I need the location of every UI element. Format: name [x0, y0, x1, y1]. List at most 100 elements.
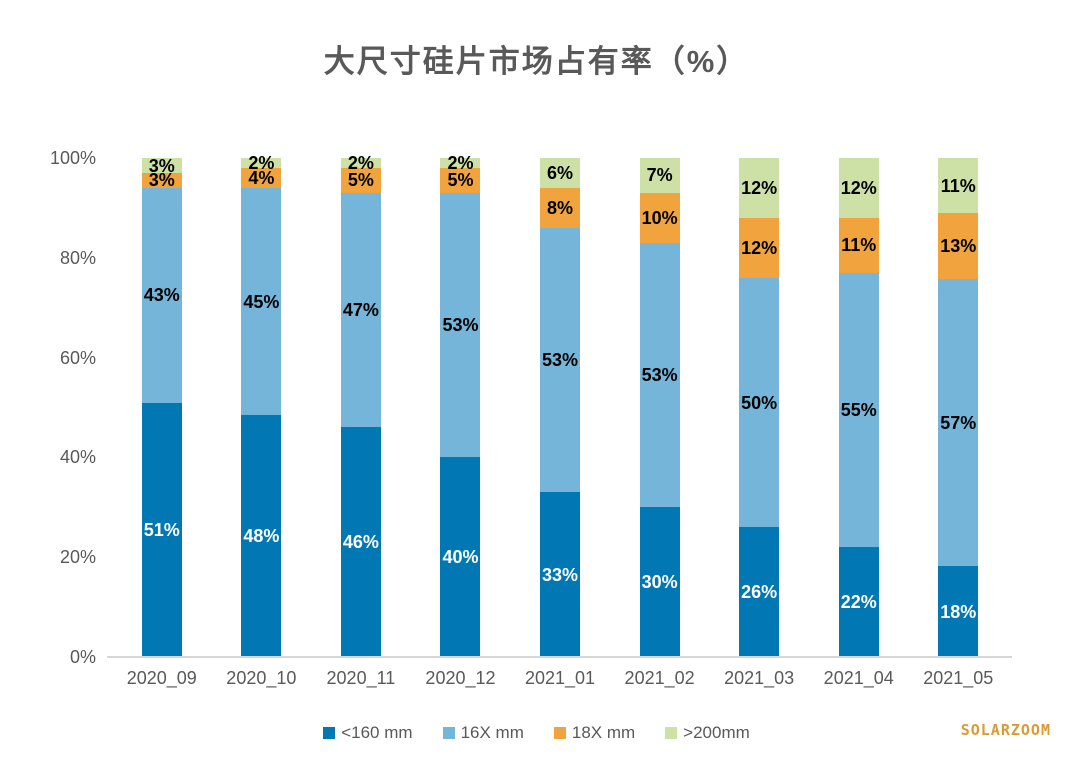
- segment-value-label: 47%: [342, 300, 379, 321]
- segment-value-label: 53%: [542, 350, 579, 371]
- legend: <160 mm 16X mm 18X mm >200mm: [0, 723, 1073, 743]
- segment-value-label: 26%: [741, 582, 778, 603]
- legend-label: >200mm: [683, 723, 750, 742]
- bar-column: 22% 55% 11% 12% 2021_04: [809, 158, 909, 688]
- segment-value-label: 11%: [841, 235, 877, 256]
- bar-segment[interactable]: 3%: [141, 170, 182, 191]
- stacked-bar-2021_01: 33% 53% 8% 6%: [540, 158, 581, 657]
- segment-value-label: 12%: [840, 177, 877, 198]
- x-axis-label: 2020_12: [425, 668, 496, 688]
- segment-value-label: 53%: [641, 365, 678, 386]
- bar-segment[interactable]: 53%: [540, 227, 581, 493]
- stacked-bar-2020_12: 40% 53% 5% 2%: [440, 154, 481, 657]
- bar-segment[interactable]: 5%: [440, 168, 481, 193]
- legend-item[interactable]: >200mm: [665, 723, 750, 743]
- bar-column: 30% 53% 10% 7% 2021_02: [610, 158, 710, 688]
- bar-segment[interactable]: 2%: [241, 154, 282, 172]
- segment-value-label: 18%: [940, 601, 977, 622]
- watermark-logo: SOLARZOOM: [960, 721, 1051, 739]
- bar-segment[interactable]: 30%: [639, 507, 680, 657]
- bar-segment[interactable]: 22%: [838, 547, 879, 657]
- legend-label: <160 mm: [341, 723, 413, 742]
- bar-segment[interactable]: 12%: [838, 158, 879, 218]
- bar-segment[interactable]: 50%: [739, 277, 780, 528]
- y-tick-label: 0%: [69, 647, 96, 667]
- y-axis: 0% 20% 40% 60% 80% 100%: [0, 149, 96, 666]
- bar-segment[interactable]: 43%: [141, 187, 182, 403]
- bar-segment[interactable]: 40%: [440, 457, 481, 657]
- bar-column: 46% 47% 5% 2% 2020_11: [311, 154, 411, 688]
- bar-segment[interactable]: 3%: [141, 155, 182, 176]
- bar-segment[interactable]: 7%: [639, 158, 680, 193]
- bar-segment[interactable]: 13%: [938, 213, 979, 279]
- stacked-bar-2021_04: 22% 55% 11% 12%: [838, 158, 879, 657]
- bar-segment[interactable]: 2%: [340, 154, 381, 172]
- segment-value-label: 2%: [347, 153, 374, 174]
- bar-column: 51% 43% 3% 3% 2020_09: [112, 155, 212, 689]
- x-axis-label: 2021_04: [823, 668, 894, 688]
- segment-value-label: 30%: [641, 572, 678, 593]
- bar-segment[interactable]: 12%: [739, 217, 780, 278]
- legend-item[interactable]: <160 mm: [323, 723, 413, 743]
- bar-segment[interactable]: 45%: [241, 188, 282, 416]
- legend-item[interactable]: 16X mm: [442, 723, 524, 743]
- x-axis-label: 2021_02: [624, 668, 695, 688]
- bar-segment[interactable]: 4%: [241, 168, 282, 189]
- bar-segment[interactable]: 57%: [938, 278, 979, 567]
- bar-segment[interactable]: 47%: [340, 192, 381, 428]
- segment-value-label: 3%: [148, 170, 175, 191]
- segment-value-label: 46%: [342, 532, 379, 553]
- bar-segment[interactable]: 33%: [540, 492, 581, 657]
- x-axis-label: 2021_01: [524, 668, 596, 688]
- segment-value-label: 8%: [547, 197, 574, 218]
- segment-value-label: 53%: [442, 315, 479, 336]
- y-tick-label: 40%: [59, 447, 96, 468]
- bar-segment[interactable]: 11%: [938, 158, 979, 214]
- segment-value-label: 33%: [542, 564, 579, 585]
- bar-segment[interactable]: 53%: [440, 192, 481, 458]
- legend-item[interactable]: 18X mm: [553, 723, 636, 743]
- segment-value-label: 11%: [940, 175, 976, 196]
- stacked-bar-2021_02: 30% 53% 10% 7%: [639, 158, 680, 657]
- stacked-bar-2020_10: 48% 45% 4% 2%: [241, 154, 282, 657]
- y-tick-label: 100%: [49, 148, 96, 168]
- stacked-bar-2021_05: 18% 57% 13% 11%: [938, 158, 979, 657]
- segment-value-label: 6%: [547, 163, 574, 183]
- x-axis-label: 2020_11: [326, 668, 396, 688]
- legend-label: 18X mm: [571, 723, 636, 742]
- bar-segment[interactable]: 55%: [838, 272, 879, 548]
- bar-column: 48% 45% 4% 2% 2020_10: [212, 154, 312, 688]
- y-tick-label: 20%: [59, 547, 96, 568]
- segment-value-label: 22%: [840, 592, 877, 613]
- bar-segment[interactable]: 11%: [838, 217, 879, 273]
- segment-value-label: 12%: [741, 177, 778, 198]
- legend-swatch-icon: [442, 727, 455, 739]
- bar-segment[interactable]: 26%: [739, 527, 780, 657]
- legend-swatch-icon: [553, 727, 566, 739]
- stacked-bar-2021_03: 26% 50% 12% 12%: [739, 158, 780, 657]
- segment-value-label: 55%: [840, 400, 877, 421]
- x-axis-label: 2020_10: [226, 668, 297, 688]
- bar-column: 40% 53% 5% 2% 2020_12: [411, 154, 511, 688]
- segment-value-label: 3%: [148, 155, 175, 176]
- bar-segment[interactable]: 18%: [938, 566, 979, 657]
- y-tick-label: 60%: [59, 347, 96, 368]
- bar-segment[interactable]: 5%: [340, 168, 381, 193]
- segment-value-label: 40%: [442, 547, 479, 568]
- segment-value-label: 51%: [143, 519, 180, 540]
- bar-segment[interactable]: 10%: [639, 192, 680, 243]
- bar-segment[interactable]: 2%: [440, 154, 481, 172]
- bar-segment[interactable]: 8%: [540, 187, 581, 228]
- bar-segment[interactable]: 46%: [340, 427, 381, 657]
- segment-value-label: 48%: [243, 526, 280, 547]
- bar-segment[interactable]: 51%: [141, 402, 182, 657]
- segment-value-label: 50%: [741, 392, 778, 413]
- bar-segment[interactable]: 48%: [241, 415, 282, 657]
- bar-segment[interactable]: 12%: [739, 158, 780, 218]
- legend-swatch-icon: [323, 727, 336, 739]
- bar-segment[interactable]: 53%: [639, 242, 680, 508]
- stacked-bar-2020_11: 46% 47% 5% 2%: [340, 154, 381, 657]
- segment-value-label: 10%: [641, 207, 678, 228]
- segment-value-label: 5%: [347, 170, 374, 191]
- bar-segment[interactable]: 6%: [540, 158, 581, 188]
